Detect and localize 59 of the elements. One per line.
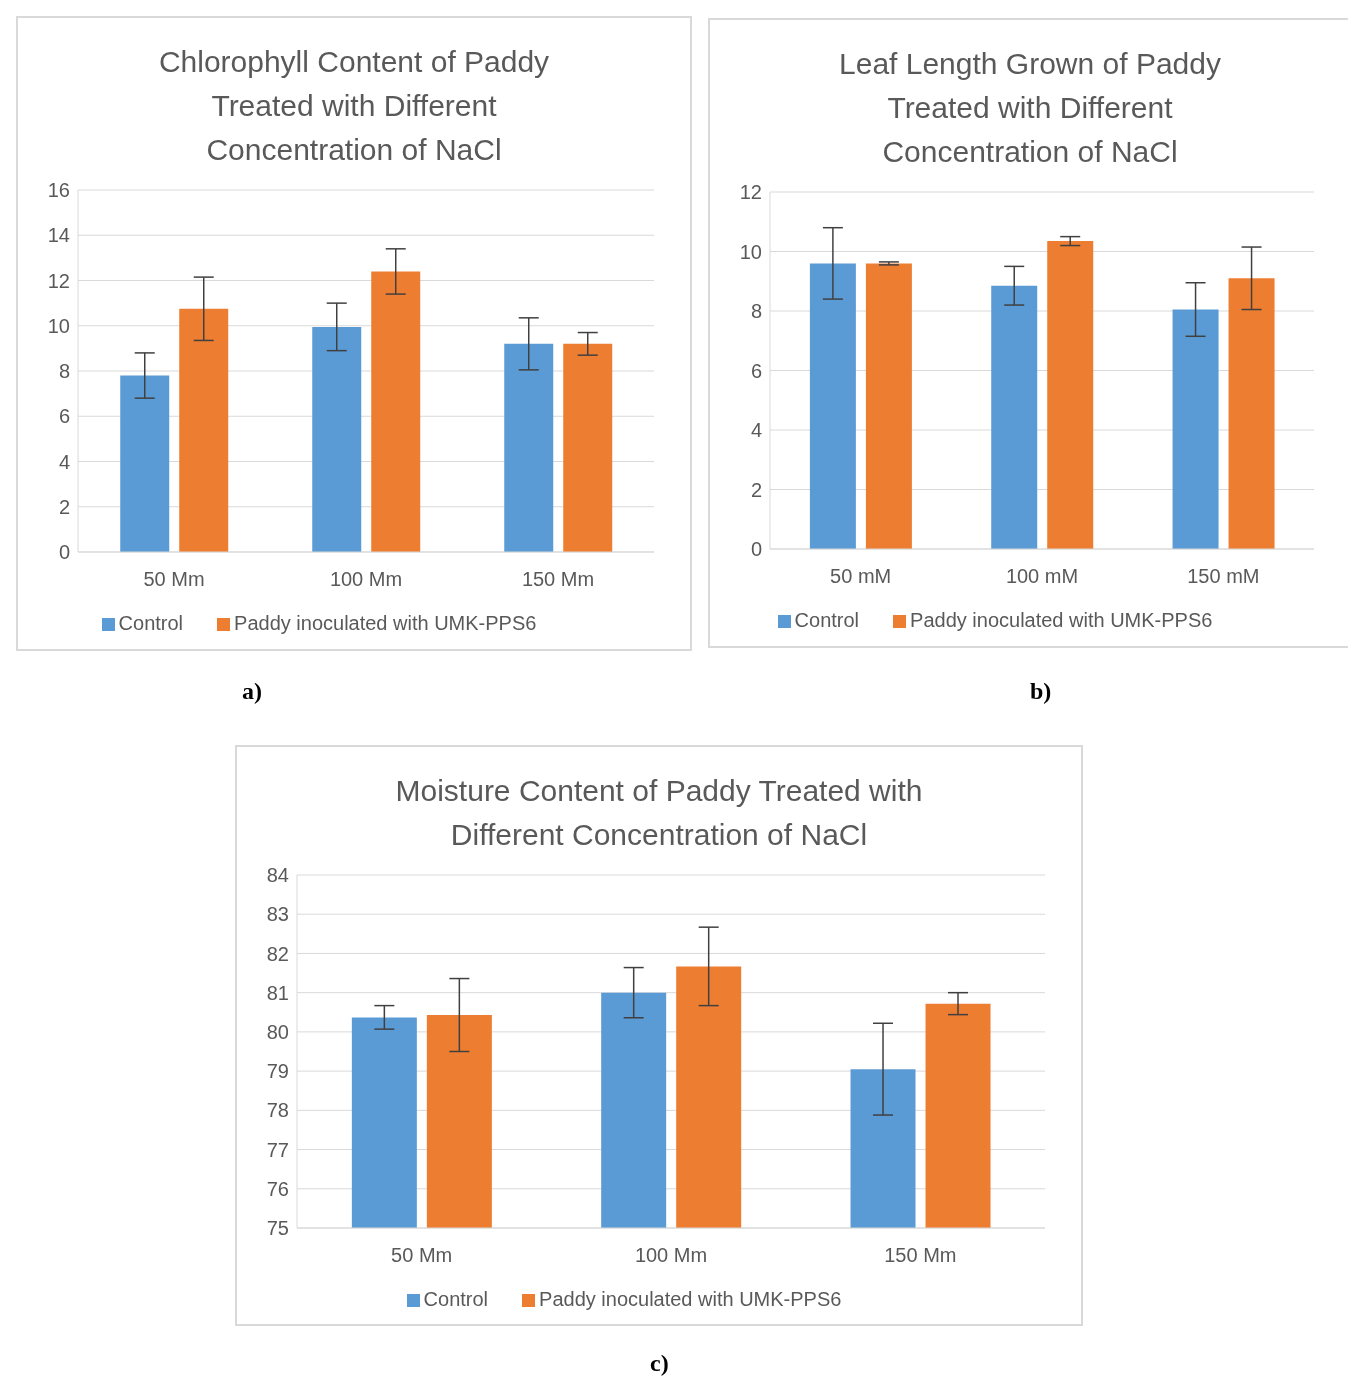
y-tick-label: 79 [266, 1060, 289, 1083]
y-tick-label: 78 [266, 1099, 289, 1122]
y-tick-label: 83 [266, 903, 289, 926]
y-tick-label: 8 [58, 360, 70, 383]
bar [1172, 309, 1219, 549]
x-tick-label: 100 Mm [329, 568, 403, 591]
text: a) [242, 678, 262, 705]
bar [179, 308, 229, 552]
y-tick-label: 10 [739, 240, 762, 263]
y-tick-label: 77 [266, 1138, 289, 1161]
y-tick-label: 10 [47, 314, 70, 337]
y-tick-label: 12 [47, 269, 70, 292]
legend-label: Control [794, 609, 860, 631]
bar [312, 326, 362, 552]
y-tick-label: 6 [58, 405, 70, 428]
y-tick-label: 84 [266, 864, 289, 887]
y-tick-label: 0 [750, 538, 762, 561]
y-tick-label: 75 [266, 1217, 289, 1240]
bar [1047, 241, 1094, 549]
legend-label: Paddy inoculated with UMK-PPS6 [234, 612, 537, 634]
y-tick-label: 2 [750, 478, 762, 501]
y-tick-label: 76 [266, 1177, 289, 1200]
x-tick-label: 100 mM [1005, 565, 1079, 588]
text: b) [1030, 678, 1052, 705]
legend-label: Control [118, 612, 184, 634]
x-tick-label: 50 Mm [143, 568, 205, 591]
legend-label: Paddy inoculated with UMK-PPS6 [539, 1288, 842, 1310]
y-tick-label: 80 [266, 1020, 289, 1043]
bar [809, 263, 856, 549]
x-tick-label: 150 Mm [521, 568, 595, 591]
y-tick-label: 81 [266, 981, 289, 1004]
y-tick-label: 4 [58, 450, 70, 473]
bar [991, 285, 1038, 549]
y-tick-label: 16 [47, 179, 70, 202]
y-tick-label: 2 [58, 495, 70, 518]
x-tick-label: 50 mM [830, 565, 892, 588]
y-tick-label: 6 [750, 359, 762, 382]
text: c) [650, 1350, 669, 1377]
y-tick-label: 12 [739, 181, 762, 204]
bar [371, 271, 421, 552]
bar [865, 263, 912, 549]
y-tick-label: 14 [47, 224, 70, 247]
y-tick-label: 82 [266, 942, 289, 965]
chart-title: Chlorophyll Content of Paddy Treated with Different Concentration of NaCl [157, 44, 551, 168]
legend-label: Control [423, 1288, 489, 1310]
legend-label: Paddy inoculated with UMK-PPS6 [910, 609, 1213, 631]
y-tick-label: 8 [750, 300, 762, 323]
x-tick-label: 50 Mm [391, 1244, 453, 1267]
bar [1228, 278, 1275, 549]
bar [563, 343, 613, 552]
y-tick-label: 0 [58, 541, 70, 564]
x-tick-label: 100 Mm [634, 1244, 708, 1267]
chart-title: Moisture Content of Paddy Treated with Different Concentration of NaCl [394, 773, 924, 853]
chart-title: Leaf Length Grown of Paddy Treated with Different Concentration of NaCl [838, 46, 1222, 170]
bar [504, 343, 554, 552]
x-tick-label: 150 mM [1187, 565, 1260, 588]
y-tick-label: 4 [750, 419, 762, 442]
x-tick-label: 150 Mm [884, 1244, 957, 1267]
bar [120, 375, 170, 552]
